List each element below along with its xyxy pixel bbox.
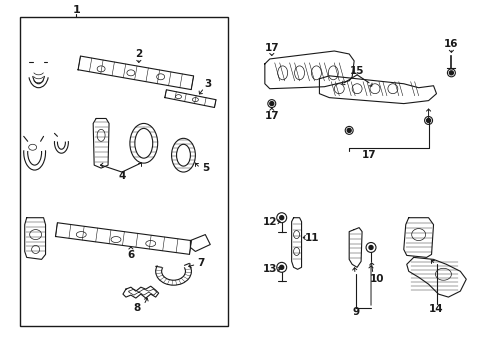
- Text: 15: 15: [349, 66, 364, 76]
- Circle shape: [269, 102, 273, 105]
- Text: 8: 8: [133, 303, 140, 313]
- Text: 17: 17: [264, 111, 279, 121]
- Text: 7: 7: [197, 258, 204, 268]
- Circle shape: [279, 265, 283, 269]
- Circle shape: [368, 246, 372, 249]
- Circle shape: [279, 216, 283, 220]
- Text: 2: 2: [135, 49, 142, 59]
- Circle shape: [426, 118, 429, 122]
- Text: 17: 17: [264, 43, 279, 53]
- Text: 17: 17: [361, 150, 376, 160]
- Text: 13: 13: [262, 264, 277, 274]
- Text: 9: 9: [352, 307, 359, 317]
- Text: 6: 6: [127, 251, 134, 260]
- Circle shape: [346, 129, 350, 132]
- Text: 12: 12: [262, 217, 277, 227]
- Text: 4: 4: [118, 171, 125, 181]
- Text: 3: 3: [204, 79, 211, 89]
- Text: 16: 16: [443, 39, 458, 49]
- Circle shape: [448, 71, 452, 75]
- Text: 1: 1: [72, 5, 80, 15]
- Text: 11: 11: [305, 233, 319, 243]
- Text: 10: 10: [369, 274, 384, 284]
- Text: 14: 14: [428, 304, 443, 314]
- Text: 5: 5: [202, 163, 209, 173]
- Bar: [20, 17, 228, 326]
